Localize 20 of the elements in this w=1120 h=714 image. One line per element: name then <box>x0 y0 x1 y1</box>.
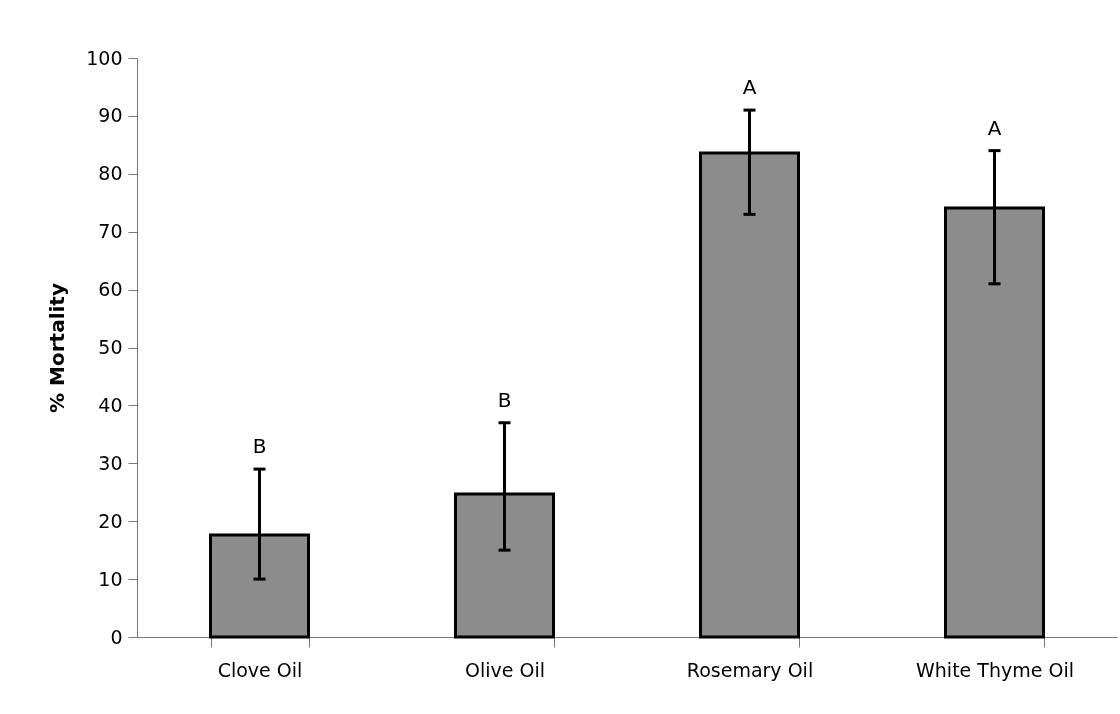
annotation: B <box>252 434 267 459</box>
y-tick-label: 70 <box>98 220 123 243</box>
annotation: B <box>497 387 512 412</box>
y-axis-title: % Mortality <box>45 283 70 413</box>
x-tick-label: Rosemary Oil <box>686 658 814 681</box>
annotation: A <box>742 75 757 100</box>
x-tick-label: White Thyme Oil <box>916 658 1074 681</box>
y-tick-label: 40 <box>98 393 123 416</box>
y-tick-label: 10 <box>98 567 123 590</box>
y-tick-label: 100 <box>86 46 123 69</box>
x-tick-label: Clove Oil <box>217 658 303 681</box>
y-tick-label: 50 <box>98 336 123 358</box>
y-tick-label: 60 <box>98 278 123 301</box>
annotation: A <box>987 115 1002 140</box>
y-tick-label: 0 <box>110 625 123 648</box>
y-tick-label: 20 <box>98 509 123 532</box>
y-tick-label: 30 <box>98 451 123 474</box>
y-tick-label: 80 <box>98 162 123 185</box>
y-tick-label: 90 <box>98 104 123 127</box>
x-tick-label: Olive Oil <box>465 658 545 681</box>
